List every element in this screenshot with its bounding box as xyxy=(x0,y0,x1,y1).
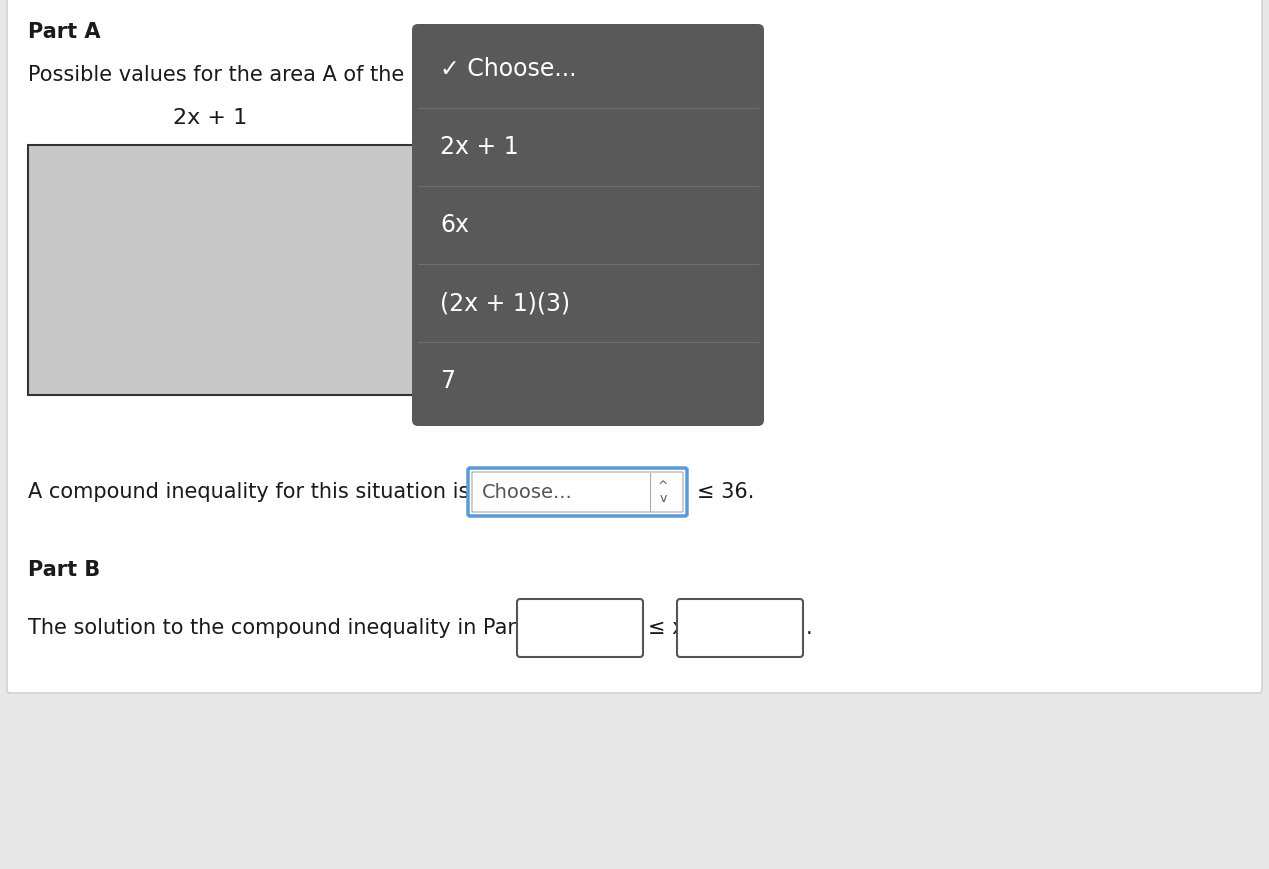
FancyBboxPatch shape xyxy=(516,599,643,657)
Text: Part A: Part A xyxy=(28,22,100,42)
FancyBboxPatch shape xyxy=(472,472,683,512)
FancyBboxPatch shape xyxy=(412,24,764,426)
Text: v: v xyxy=(660,493,666,506)
Text: ^: ^ xyxy=(657,480,669,493)
FancyBboxPatch shape xyxy=(8,0,1261,693)
Text: 6x: 6x xyxy=(440,213,470,237)
Text: Part B: Part B xyxy=(28,560,100,580)
Text: ≤ x ≤: ≤ x ≤ xyxy=(648,618,708,638)
Text: A compound inequality for this situation is 12 ≤: A compound inequality for this situation… xyxy=(28,482,527,502)
Text: ✓ Choose...: ✓ Choose... xyxy=(440,57,576,81)
Text: (2x + 1)(3): (2x + 1)(3) xyxy=(440,291,570,315)
Text: Choose...: Choose... xyxy=(482,482,572,501)
FancyBboxPatch shape xyxy=(468,468,687,516)
Text: 2x + 1: 2x + 1 xyxy=(440,135,519,159)
FancyBboxPatch shape xyxy=(676,599,803,657)
Bar xyxy=(28,145,418,395)
Text: Possible values for the area A of the rec: Possible values for the area A of the re… xyxy=(28,65,443,85)
Text: 2x + 1: 2x + 1 xyxy=(173,108,247,128)
Text: The solution to the compound inequality in Part A is: The solution to the compound inequality … xyxy=(28,618,569,638)
Text: 7: 7 xyxy=(440,369,456,393)
Text: ≤ 36.: ≤ 36. xyxy=(697,482,754,502)
Text: .: . xyxy=(806,618,812,638)
